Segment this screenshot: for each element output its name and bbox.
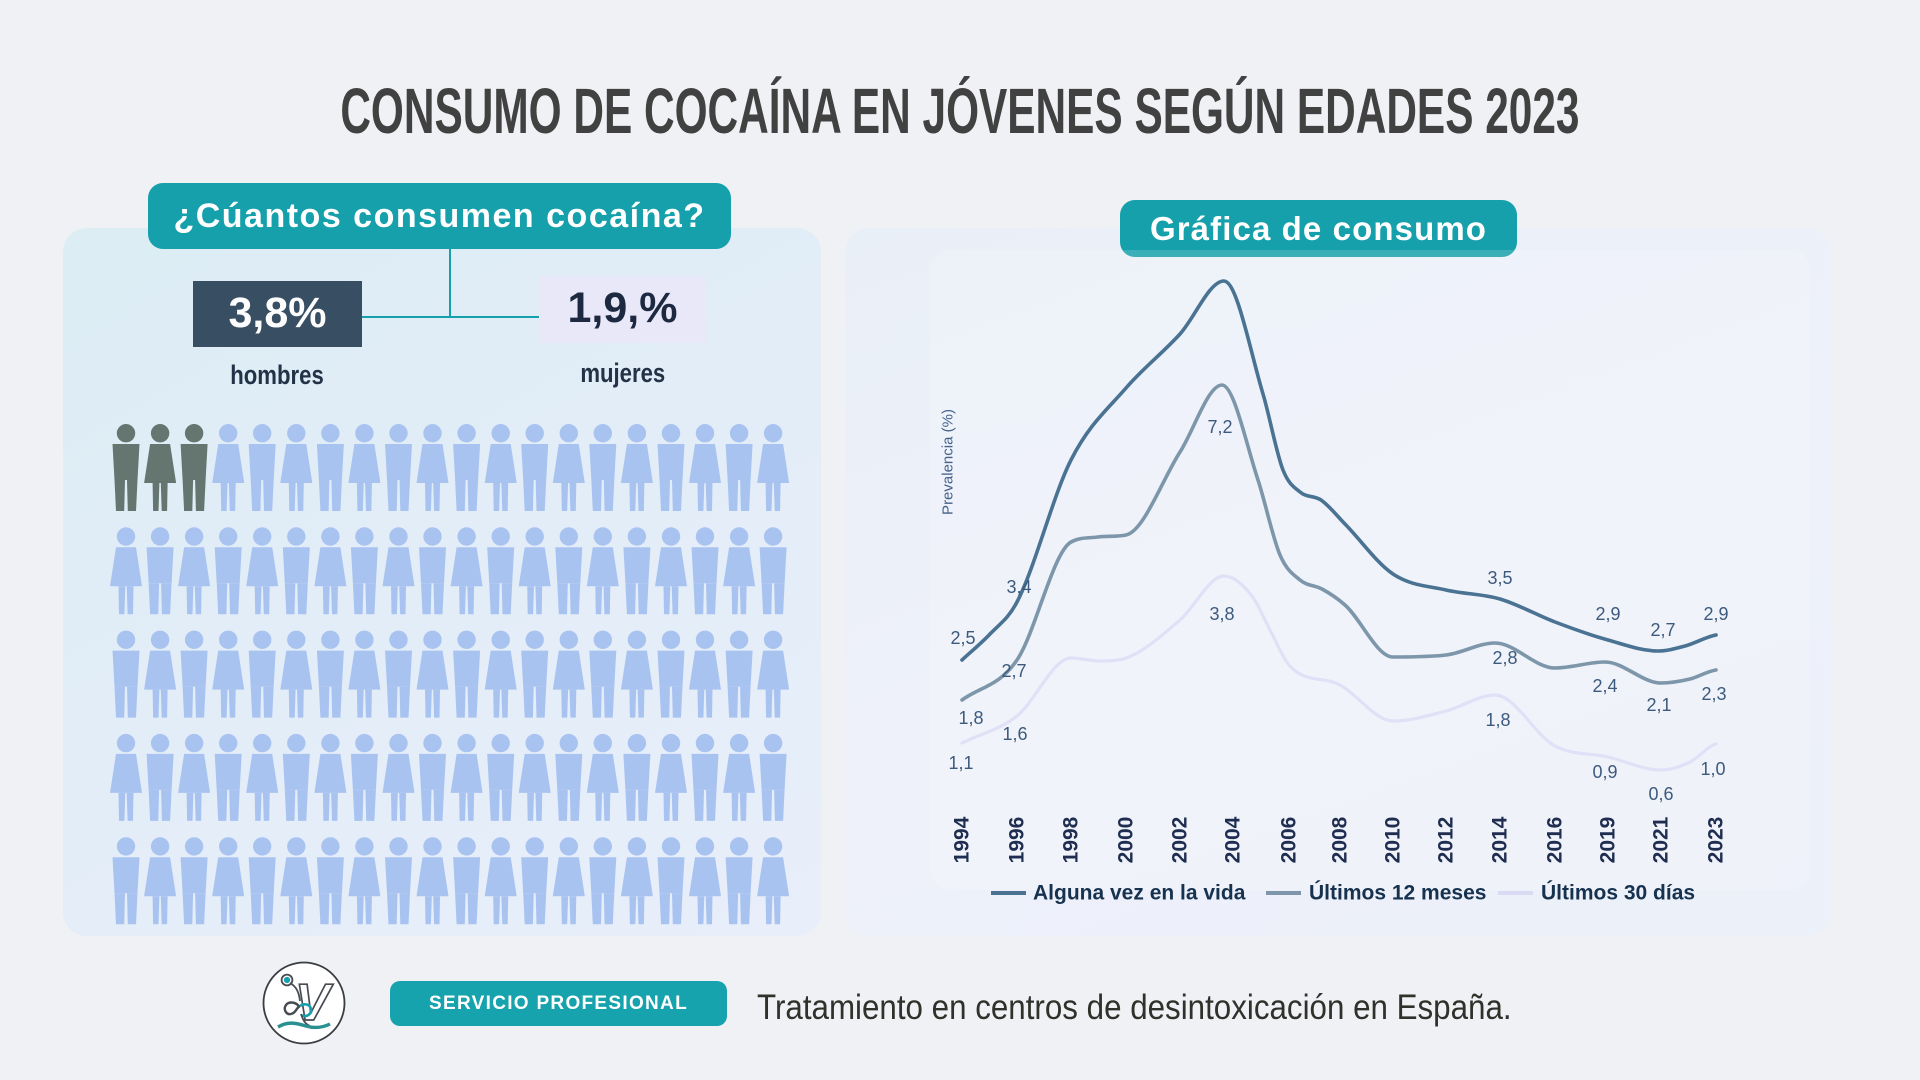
svg-text:2002: 2002 <box>1169 817 1192 864</box>
svg-text:1,0: 1,0 <box>1700 759 1725 779</box>
svg-text:3,4: 3,4 <box>1006 577 1031 597</box>
svg-text:0,9: 0,9 <box>1592 762 1617 782</box>
svg-text:1998: 1998 <box>1060 816 1083 863</box>
svg-text:3,5: 3,5 <box>1487 568 1512 588</box>
svg-text:1996: 1996 <box>1006 817 1029 864</box>
svg-text:2,8: 2,8 <box>1492 648 1517 668</box>
svg-text:7,2: 7,2 <box>1207 417 1232 437</box>
svg-text:Alguna vez en la vida: Alguna vez en la vida <box>1033 882 1246 905</box>
svg-text:3,8: 3,8 <box>1209 604 1234 624</box>
svg-text:1,8: 1,8 <box>958 708 983 728</box>
svg-text:2,3: 2,3 <box>1701 684 1726 704</box>
svg-text:2006: 2006 <box>1278 817 1301 864</box>
svg-text:2004: 2004 <box>1222 816 1245 863</box>
svg-text:Prevalencia (%): Prevalencia (%) <box>940 409 957 515</box>
svg-text:2012: 2012 <box>1435 817 1458 864</box>
svg-text:2000: 2000 <box>1115 817 1138 864</box>
svg-text:2,9: 2,9 <box>1703 604 1728 624</box>
svg-text:2021: 2021 <box>1650 816 1673 863</box>
svg-text:2008: 2008 <box>1329 816 1352 863</box>
svg-text:2,7: 2,7 <box>1001 661 1026 681</box>
svg-text:2016: 2016 <box>1544 817 1567 864</box>
svg-text:2019: 2019 <box>1597 817 1620 864</box>
svg-text:2014: 2014 <box>1489 816 1512 863</box>
svg-text:Últimos 12 meses: Últimos 12 meses <box>1309 881 1486 905</box>
svg-text:1,6: 1,6 <box>1002 724 1027 744</box>
svg-text:1994: 1994 <box>951 816 974 863</box>
svg-text:2,9: 2,9 <box>1595 604 1620 624</box>
svg-text:2,1: 2,1 <box>1646 695 1671 715</box>
svg-text:2,7: 2,7 <box>1650 620 1675 640</box>
svg-text:2023: 2023 <box>1705 817 1728 864</box>
svg-text:1,8: 1,8 <box>1485 710 1510 730</box>
svg-text:2010: 2010 <box>1382 817 1405 864</box>
svg-text:2,4: 2,4 <box>1592 676 1617 696</box>
svg-text:1,1: 1,1 <box>948 753 973 773</box>
svg-text:Últimos 30 días: Últimos 30 días <box>1541 881 1695 905</box>
svg-text:0,6: 0,6 <box>1648 784 1673 804</box>
svg-text:2,5: 2,5 <box>950 628 975 648</box>
